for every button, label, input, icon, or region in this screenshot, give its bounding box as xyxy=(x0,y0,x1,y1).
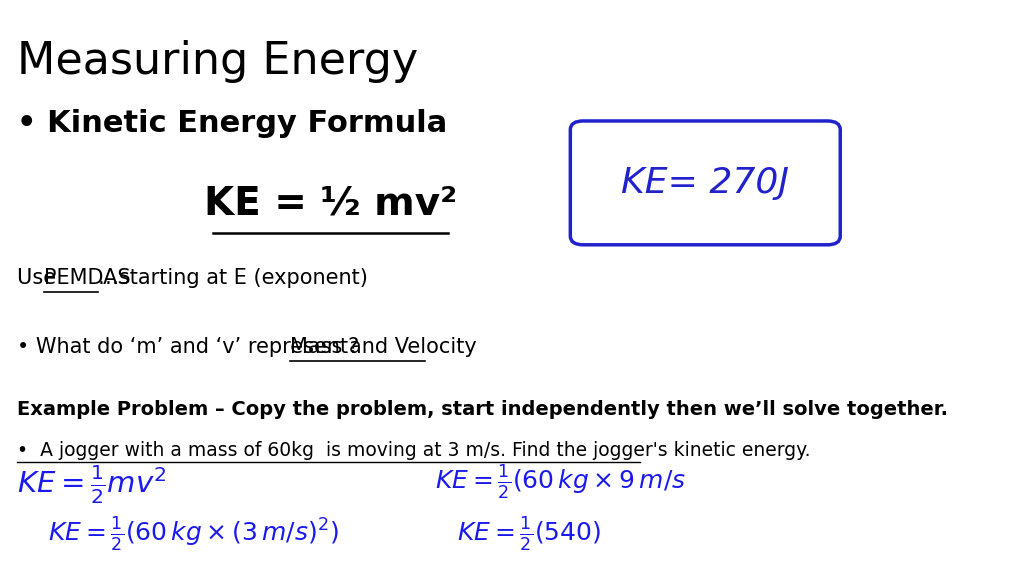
Text: Measuring Energy: Measuring Energy xyxy=(17,40,419,84)
Text: $KE= \frac{1}{2}(60\,kg\times(3\,m/s)^2)$: $KE= \frac{1}{2}(60\,kg\times(3\,m/s)^2)… xyxy=(48,516,339,554)
Text: •  A jogger with a mass of 60kg  is moving at 3 m/s. Find the jogger's kinetic e: • A jogger with a mass of 60kg is moving… xyxy=(17,441,811,460)
Text: KE = ½ mv²: KE = ½ mv² xyxy=(205,184,458,222)
Text: $KE= \frac{1}{2}(540)$: $KE= \frac{1}{2}(540)$ xyxy=(457,516,601,554)
Text: $KE = \frac{1}{2}(60\,kg\times 9\,m/s$: $KE = \frac{1}{2}(60\,kg\times 9\,m/s$ xyxy=(435,464,686,502)
Text: Example Problem – Copy the problem, start independently then we’ll solve togethe: Example Problem – Copy the problem, star… xyxy=(17,400,948,419)
FancyBboxPatch shape xyxy=(570,121,841,245)
Text: • Kinetic Energy Formula: • Kinetic Energy Formula xyxy=(17,109,447,138)
Text: KE= 270J: KE= 270J xyxy=(622,166,790,200)
Text: PEMDAS: PEMDAS xyxy=(44,268,131,288)
Text: …starting at E (exponent): …starting at E (exponent) xyxy=(98,268,369,288)
Text: Mass and Velocity: Mass and Velocity xyxy=(290,337,477,357)
Text: Use: Use xyxy=(17,268,63,288)
Text: • What do ‘m’ and ‘v’ represent?: • What do ‘m’ and ‘v’ represent? xyxy=(17,337,367,357)
Text: $KE= \frac{1}{2}mv^2$: $KE= \frac{1}{2}mv^2$ xyxy=(17,464,167,506)
